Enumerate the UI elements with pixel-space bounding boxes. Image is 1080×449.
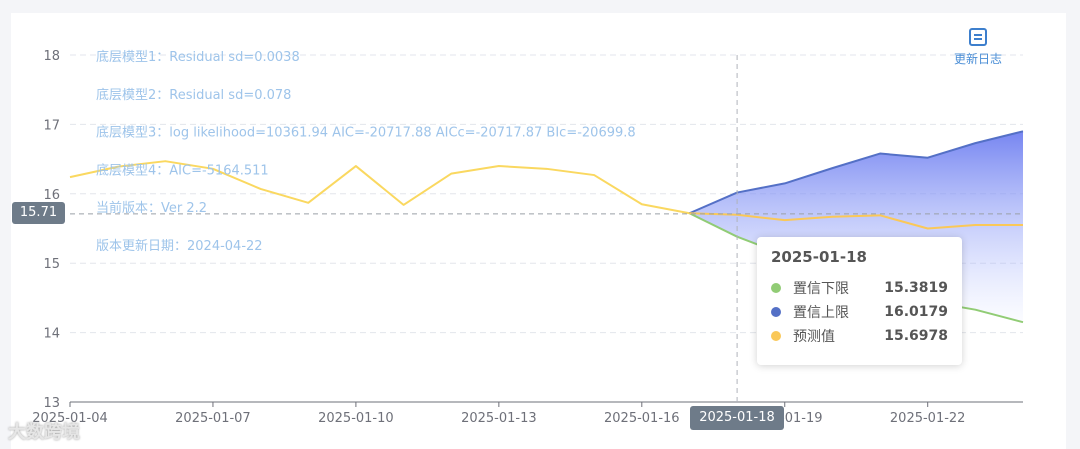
tooltip-series-name: 预测值 bbox=[793, 329, 835, 345]
series-line bbox=[689, 212, 1023, 230]
crosshair-x-label: 2025-01-18 bbox=[690, 406, 784, 430]
x-tick-label: 2025-01-04 bbox=[32, 411, 108, 426]
tooltip-dot bbox=[771, 331, 781, 341]
watermark: 大数跨境 bbox=[8, 422, 80, 443]
tooltip-title: 2025-01-18 bbox=[771, 248, 867, 266]
x-tick-label: 2025-01-22 bbox=[890, 411, 966, 426]
y-tick-label: 13 bbox=[43, 396, 60, 411]
series-line bbox=[69, 160, 690, 215]
update-log-button[interactable]: 更新日志 bbox=[943, 28, 1013, 67]
model-info-line: 底层模型3：log likelihood=10361.94 AIC=-20717… bbox=[96, 125, 636, 141]
y-tick-label: 17 bbox=[43, 118, 60, 133]
y-tick-label: 16 bbox=[43, 188, 60, 203]
model-info-line: 底层模型2：Residual sd=0.078 bbox=[96, 87, 291, 103]
crosshair-y-label: 15.71 bbox=[12, 202, 65, 224]
tooltip-dot bbox=[771, 307, 781, 317]
model-info-line: 版本更新日期：2024-04-22 bbox=[96, 238, 263, 254]
tooltip-row: 预测值 15.6978 bbox=[771, 324, 948, 348]
log-icon bbox=[969, 28, 987, 46]
series-line bbox=[689, 130, 1024, 215]
tooltip-row: 置信上限 16.0179 bbox=[771, 300, 948, 324]
tooltip-value: 15.6978 bbox=[884, 328, 948, 344]
model-info-line: 底层模型1：Residual sd=0.0038 bbox=[96, 49, 300, 65]
update-log-label: 更新日志 bbox=[953, 52, 1002, 66]
tooltip-row: 置信下限 15.3819 bbox=[771, 276, 948, 300]
x-tick-label: 2025-01-10 bbox=[318, 411, 394, 426]
x-tick-label: 2025-01-07 bbox=[175, 411, 251, 426]
y-tick-label: 18 bbox=[43, 49, 60, 64]
model-info-line: 当前版本：Ver 2.2 bbox=[96, 200, 207, 216]
tooltip-dot bbox=[771, 283, 781, 293]
tooltip-value: 16.0179 bbox=[884, 304, 948, 320]
x-tick-label: 2025-01-16 bbox=[604, 411, 680, 426]
y-tick-label: 15 bbox=[43, 257, 60, 272]
x-tick-label: 2025-01-13 bbox=[461, 411, 537, 426]
tooltip-series-name: 置信上限 bbox=[793, 305, 849, 321]
tooltip: 2025-01-18 置信下限 15.3819 置信上限 16.0179 预测值… bbox=[757, 237, 962, 365]
y-tick-label: 14 bbox=[43, 327, 60, 342]
model-info-line: 底层模型4：AIC=-5164.511 bbox=[96, 162, 269, 178]
tooltip-series-name: 置信下限 bbox=[793, 281, 849, 297]
tooltip-value: 15.3819 bbox=[884, 280, 948, 296]
